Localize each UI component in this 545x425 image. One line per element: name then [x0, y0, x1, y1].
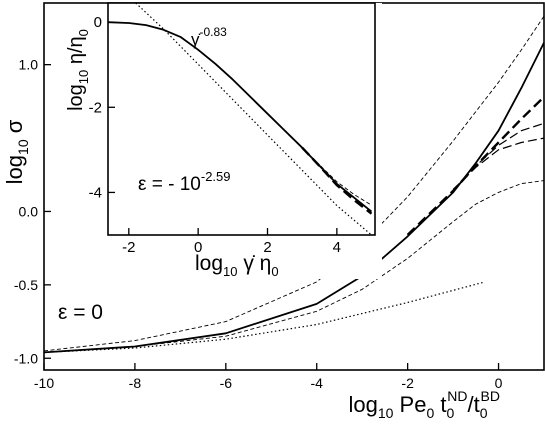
inset-series-layer [108, 3, 373, 235]
main-x-tick-label: -4 [311, 375, 324, 391]
inset-x-axis-label: log10 γ̇ η0 [195, 252, 279, 279]
main-y-tick-label: -0.5 [14, 277, 38, 293]
main-x-ticks: -10 -8 -6 -4 -2 0 [34, 363, 503, 391]
inset-plot-frame [107, 2, 376, 236]
main-x-tick-label: 0 [495, 375, 503, 391]
inset-background [108, 3, 382, 279]
main-y-tick-label: 1.0 [19, 57, 39, 73]
inset-x-tick-label: 0 [194, 239, 202, 256]
main-y-tick-label: 0.0 [19, 203, 39, 219]
inset-x-tick-label: -2 [122, 239, 135, 256]
inset-y-axis-label: log10 η/η0 [65, 29, 91, 111]
main-series-line-7 [44, 15, 544, 352]
inset-series-line-2 [135, 3, 372, 235]
inset-series-line-3 [301, 146, 373, 215]
main-y-axis-label: log10 σ [2, 119, 31, 184]
inset-series-line-4 [301, 147, 372, 206]
inset-y-ticks: 0 -2 -4 [89, 14, 115, 201]
main-series-line-6 [452, 137, 544, 190]
main-series-line-4 [406, 96, 544, 236]
main-x-tick-label: -10 [34, 375, 54, 391]
main-x-tick-label: -6 [220, 375, 233, 391]
inset-plot: -2 0 2 4 0-2-4 log10 η/η0 log10 γ̇ η0 γ̇-0.… [65, 2, 382, 279]
main-x-tick-label: -2 [401, 375, 414, 391]
inset-y-tick-label: 0 [94, 14, 102, 31]
inset-y-tick-label: -2 [89, 99, 102, 116]
main-series-line-5 [452, 122, 544, 192]
inset-x-ticks: -2 0 2 4 [122, 228, 341, 256]
main-epsilon-annotation: ε = 0 [58, 301, 103, 324]
inset-x-tick-label: 2 [263, 239, 271, 256]
main-x-axis-label: log10 Pe0 t0ND/t0BD [348, 388, 500, 421]
main-series-layer [44, 15, 544, 354]
inset-y-tick-label: -4 [89, 184, 102, 201]
main-series-line-2 [44, 180, 544, 353]
main-y-tick-label: -1.0 [14, 350, 38, 366]
main-y-ticks: -1.0 -0.5 0.0 1.0 [14, 57, 51, 366]
inset-x-tick-label: 4 [333, 239, 341, 256]
main-series-line-3 [44, 42, 544, 354]
main-x-tick-label: -8 [129, 375, 142, 391]
main-series-line-1 [44, 281, 486, 353]
